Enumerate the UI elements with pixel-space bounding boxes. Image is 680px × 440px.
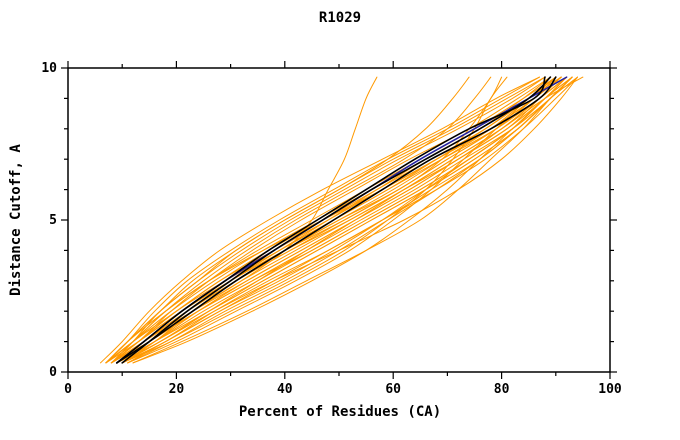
y-axis-label: Distance Cutoff, A [8, 144, 24, 296]
x-tick-label: 80 [494, 382, 510, 397]
black-model-curve [116, 76, 546, 364]
y-tick-label: 10 [41, 61, 57, 76]
orange-model-curve [105, 76, 540, 364]
orange-model-curve [100, 76, 540, 364]
black-model-curve [116, 76, 557, 364]
x-tick-label: 60 [385, 382, 401, 397]
orange-model-curve [110, 76, 562, 364]
orange-model-curve [132, 76, 573, 364]
orange-model-curve [116, 76, 568, 364]
y-tick-label: 0 [49, 365, 57, 380]
orange-model-curve [121, 76, 508, 364]
chart-title: R1029 [319, 10, 361, 26]
x-axis-label: Percent of Residues (CA) [239, 404, 441, 420]
plot-content: 0 20 40 60 80 100 0 5 10 [41, 61, 622, 397]
orange-model-curve [105, 76, 557, 364]
x-tick-label: 0 [64, 382, 72, 397]
orange-model-curve [132, 76, 573, 364]
x-tick-label: 100 [598, 382, 622, 397]
orange-model-curve [110, 76, 551, 364]
black-model-curve [121, 76, 552, 364]
orange-model-curve [127, 76, 568, 364]
orange-model-curve [110, 76, 470, 364]
x-tick-label: 40 [277, 382, 293, 397]
orange-model-curve [121, 76, 578, 364]
y-tick-label: 5 [49, 213, 57, 228]
x-tick-label: 20 [169, 382, 185, 397]
